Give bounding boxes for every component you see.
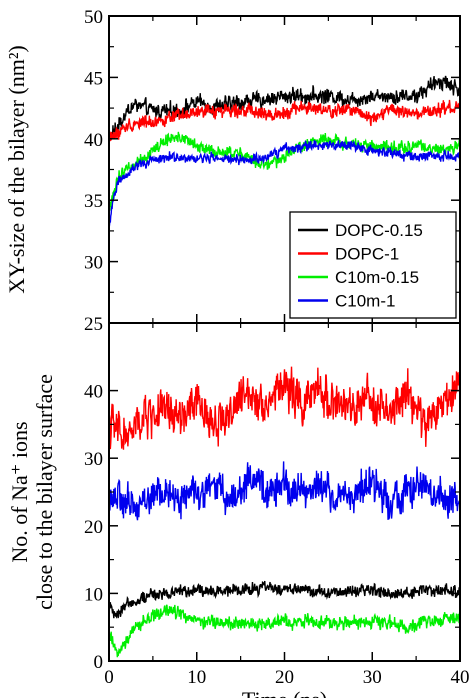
series-line-c10m-0-15 <box>109 131 460 212</box>
panel-1: 25 30 35 40 45 50 XY-size of the bilayer (nm²)… <box>4 7 461 335</box>
legend-label: DOPC-1 <box>335 245 399 264</box>
series-line-c10m-1 <box>109 138 460 229</box>
y-tick-label: 10 <box>84 584 103 605</box>
x-tick-label: 20 <box>275 667 294 688</box>
legend-label: DOPC-0.15 <box>335 221 423 240</box>
series-line-dopc-0-15 <box>109 75 460 141</box>
x-tick-label: 0 <box>104 667 114 688</box>
y-tick-label: 30 <box>84 449 103 470</box>
y-tick-label: 0 <box>94 652 104 673</box>
y-axis-label-line: close to the bilayer surface <box>32 374 57 610</box>
plot-frame <box>108 322 461 662</box>
y-tick-label: 25 <box>84 314 103 335</box>
y-axis-label: XY-size of the bilayer (nm²) <box>4 45 29 294</box>
series-line-dopc-1 <box>109 366 460 450</box>
x-axis-label: Time (ns) <box>242 687 327 698</box>
legend: DOPC-0.15 DOPC-1 C10m-0.15 C10m-1 <box>289 211 457 319</box>
y-tick-label: 40 <box>84 382 103 403</box>
series-line-c10m-1 <box>109 461 460 521</box>
x-tick-label: 40 <box>451 667 470 688</box>
legend-label: C10m-1 <box>335 292 395 311</box>
legend-label: C10m-0.15 <box>335 268 419 287</box>
y-tick-label: 40 <box>84 130 103 151</box>
series-line-dopc-0-15 <box>109 580 460 619</box>
y-tick-label: 20 <box>84 517 103 538</box>
series-line-c10m-0-15 <box>109 604 460 658</box>
series-line-dopc-1 <box>109 99 460 142</box>
x-tick-label: 30 <box>363 667 382 688</box>
y-tick-label: 35 <box>84 191 103 212</box>
x-tick-label: 10 <box>187 667 206 688</box>
y-tick-label: 30 <box>84 253 103 274</box>
y-axis-label-line: No. of Na⁺ ions <box>7 421 32 562</box>
y-tick-label: 50 <box>84 7 103 28</box>
y-axis-label: No. of Na⁺ ionsclose to the bilayer surf… <box>7 374 57 610</box>
panel-2: 0 10 20 30 40 0 10 20 30 40 No. of Na⁺ ionsclose t… <box>7 322 470 698</box>
y-tick-label: 45 <box>84 68 103 89</box>
